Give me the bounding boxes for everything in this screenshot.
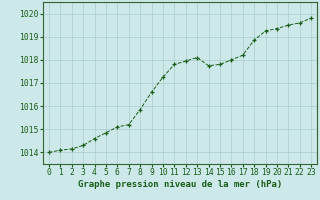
- X-axis label: Graphe pression niveau de la mer (hPa): Graphe pression niveau de la mer (hPa): [78, 180, 282, 189]
